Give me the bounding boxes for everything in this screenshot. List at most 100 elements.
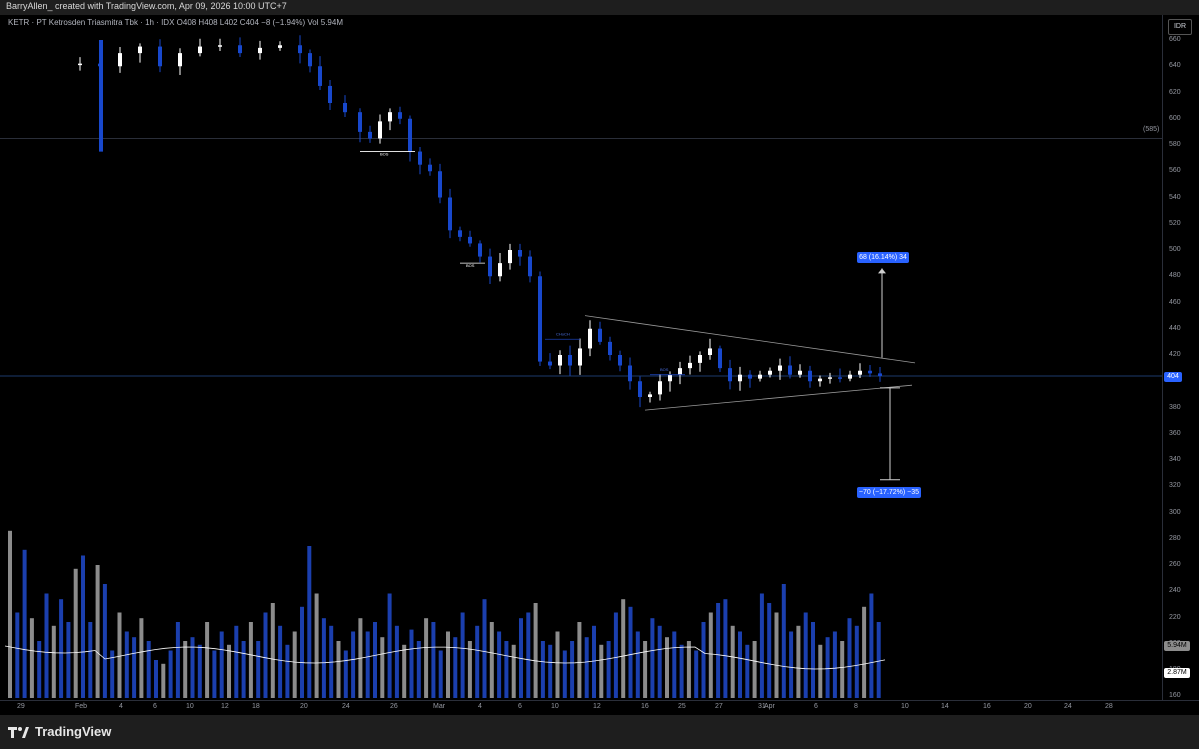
- volume-bar: [81, 555, 85, 698]
- volume-bar: [307, 546, 312, 698]
- volume-bar: [197, 644, 202, 698]
- volume-bar: [88, 622, 93, 698]
- volume-bar: [869, 593, 874, 698]
- volume-bar: [628, 606, 633, 698]
- time-tick: 10: [551, 703, 559, 710]
- volume-bar: [29, 618, 34, 698]
- volume-bar: [862, 606, 867, 698]
- volume-bar: [650, 618, 655, 698]
- candle-body: [578, 348, 582, 366]
- time-tick: 6: [518, 703, 522, 710]
- time-tick: 31: [758, 703, 766, 710]
- volume-bar: [446, 631, 450, 698]
- candle-body: [618, 355, 622, 366]
- volume-bar: [256, 641, 261, 698]
- volume-bar: [526, 612, 531, 698]
- target-down-label[interactable]: −70 (−17.72%) −35: [857, 487, 921, 498]
- triangle-upper-line: [584, 315, 916, 364]
- candle-body: [688, 362, 692, 369]
- volume-bar: [351, 631, 356, 698]
- currency-button[interactable]: IDR: [1168, 19, 1192, 35]
- volume-bar: [840, 641, 845, 698]
- chart-pane[interactable]: BOS BOS CHoCH BOS KETR · PT Ketrosden Trias…: [0, 15, 1162, 700]
- volume-bar: [285, 644, 290, 698]
- price-tick: 240: [1169, 587, 1181, 595]
- candle-body: [438, 171, 442, 198]
- volume-bar: [738, 631, 742, 698]
- target-up-label[interactable]: 68 (16.14%) 34: [857, 252, 909, 263]
- volume-bar: [467, 641, 472, 698]
- volume-bar: [300, 606, 304, 698]
- volume-ma-tag: 2.87M: [1164, 668, 1190, 678]
- volume-bar: [562, 650, 567, 698]
- volume-value-tag: 5.94M: [1164, 641, 1190, 651]
- volume-bar: [37, 641, 42, 698]
- volume-bar: [752, 641, 757, 698]
- volume-bar: [438, 650, 443, 698]
- volume-bar: [59, 599, 64, 698]
- candle-body: [418, 151, 422, 165]
- symbol-legend[interactable]: KETR · PT Ketrosden Triasmitra Tbk · 1h …: [8, 18, 343, 27]
- candle-body: [848, 374, 852, 379]
- volume-bar: [409, 629, 414, 698]
- price-axis[interactable]: 660 640 620 600 580 560 540 520 500 480 460 440 420 4…: [1162, 15, 1199, 700]
- volume-bar: [270, 603, 275, 698]
- volume-bar: [781, 584, 786, 698]
- candle-body: [868, 370, 872, 374]
- volume-bar: [175, 622, 180, 698]
- candle-body: [858, 370, 862, 375]
- chart-canvas[interactable]: BOS BOS CHoCH BOS: [0, 15, 1162, 700]
- candle-body: [528, 256, 532, 277]
- candle-body: [768, 370, 772, 375]
- volume-bar: [796, 625, 801, 698]
- volume-bar: [66, 622, 71, 698]
- candle-body: [588, 328, 592, 349]
- time-axis[interactable]: 29 Feb 4 6 10 12 18 20 24 26 Mar 4 6 10 12 16 25 27 31 Apr 6…: [0, 700, 1199, 715]
- volume-bar: [577, 622, 582, 698]
- triangle-lower-line: [644, 384, 913, 411]
- volume-bar: [825, 637, 830, 698]
- candle-body: [698, 355, 702, 363]
- candle-body: [658, 381, 662, 395]
- volume-bar: [745, 644, 750, 698]
- candle-body: [678, 368, 682, 375]
- candle-body: [498, 263, 502, 277]
- price-tick: 420: [1169, 351, 1181, 358]
- volume-bar: [190, 637, 195, 698]
- time-tick: 20: [1024, 703, 1032, 710]
- volume-bar: [234, 625, 239, 698]
- price-tick: 500: [1169, 246, 1181, 253]
- tradingview-logo[interactable]: TradingView: [8, 724, 111, 739]
- price-tick: 160: [1169, 692, 1181, 700]
- volume-bar: [716, 603, 721, 698]
- time-tick: Feb: [75, 703, 88, 710]
- volume-bar: [613, 612, 618, 698]
- volume-bar: [584, 637, 589, 698]
- volume-bar: [708, 612, 713, 698]
- time-tick: 12: [221, 703, 229, 710]
- volume-bar: [533, 603, 538, 698]
- volume-bar: [635, 631, 640, 698]
- volume-bar: [672, 631, 677, 698]
- price-tick: 280: [1169, 534, 1181, 542]
- volume-bar: [847, 618, 852, 698]
- candle-body: [558, 355, 562, 366]
- volume-bar: [102, 584, 107, 698]
- volume-bar: [489, 622, 494, 698]
- volume-bar: [482, 599, 487, 698]
- attribution-text: BarryAllen_ created with TradingView.com…: [6, 1, 287, 11]
- candle-body: [343, 103, 347, 113]
- horizontal-level-label: (585): [1143, 126, 1160, 133]
- candle-body: [878, 373, 882, 376]
- volume-bar: [424, 618, 429, 698]
- volume-bar: [686, 641, 691, 698]
- time-tick: 4: [478, 703, 482, 710]
- candle-body: [448, 197, 452, 231]
- volume-bar: [212, 650, 217, 698]
- volume-bar: [497, 631, 502, 698]
- candle-body: [328, 85, 332, 103]
- time-tick: 4: [119, 703, 123, 710]
- volume-bar: [657, 625, 662, 698]
- bos-label: BOS: [466, 263, 475, 268]
- volume-bar: [767, 603, 772, 698]
